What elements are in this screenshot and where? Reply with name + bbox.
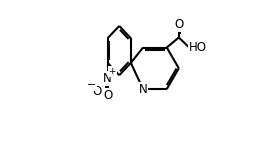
Text: O: O — [103, 89, 112, 102]
Text: N: N — [138, 83, 147, 96]
Text: +: + — [109, 67, 116, 76]
Text: HO: HO — [189, 41, 207, 54]
Text: −: − — [86, 80, 96, 90]
Text: N: N — [103, 72, 112, 85]
Text: O: O — [174, 18, 183, 31]
Text: O: O — [92, 85, 101, 98]
